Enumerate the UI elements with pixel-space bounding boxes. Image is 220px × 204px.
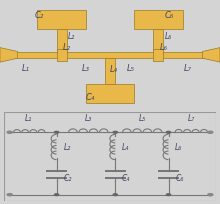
Bar [86, 85, 134, 104]
Text: L₃: L₃ [82, 64, 90, 73]
Circle shape [7, 194, 12, 196]
Text: L₁: L₁ [21, 64, 29, 73]
Circle shape [166, 194, 171, 196]
Text: L₃: L₃ [85, 114, 92, 123]
Text: L₄: L₄ [122, 143, 129, 152]
Text: L₆: L₆ [165, 32, 172, 41]
Circle shape [113, 194, 117, 196]
Circle shape [113, 132, 117, 133]
Text: L₂: L₂ [63, 43, 71, 52]
Circle shape [166, 132, 171, 133]
Text: L₁: L₁ [25, 114, 32, 123]
Text: L₇: L₇ [188, 114, 195, 123]
Text: L₅: L₅ [127, 64, 135, 73]
Text: L₄: L₄ [109, 65, 117, 74]
Text: L₂: L₂ [63, 143, 71, 152]
Text: C₄: C₄ [86, 92, 95, 101]
Text: L₅: L₅ [138, 114, 146, 123]
Text: L₆: L₆ [175, 143, 183, 152]
Polygon shape [0, 48, 18, 63]
Text: L₇: L₇ [184, 64, 192, 73]
Text: C₂: C₂ [35, 11, 44, 20]
Bar [134, 11, 183, 29]
Circle shape [208, 194, 213, 196]
Circle shape [55, 132, 59, 133]
Bar [105, 59, 115, 85]
Bar [154, 50, 163, 62]
Bar [154, 29, 163, 52]
Text: L₆: L₆ [160, 43, 168, 52]
Bar [57, 50, 67, 62]
Text: L₂: L₂ [68, 32, 75, 41]
Text: C₆: C₆ [165, 11, 174, 20]
Circle shape [7, 132, 12, 134]
Text: C₄: C₄ [122, 173, 130, 182]
Circle shape [55, 194, 59, 196]
Bar [15, 52, 205, 59]
Circle shape [208, 132, 213, 134]
Text: C₆: C₆ [175, 173, 184, 182]
Bar [37, 11, 86, 29]
Polygon shape [202, 48, 220, 63]
Text: C₂: C₂ [63, 173, 72, 182]
Bar [57, 29, 67, 52]
